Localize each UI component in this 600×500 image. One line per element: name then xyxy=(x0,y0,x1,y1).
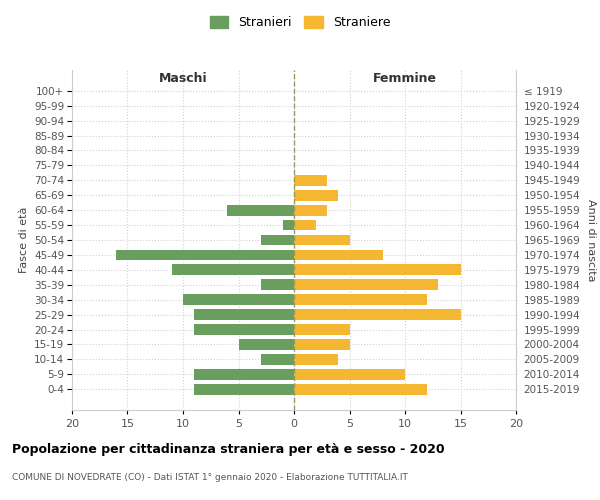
Bar xyxy=(227,205,294,216)
Text: Popolazione per cittadinanza straniera per età e sesso - 2020: Popolazione per cittadinanza straniera p… xyxy=(12,442,445,456)
Text: Femmine: Femmine xyxy=(373,72,437,86)
Bar xyxy=(294,280,439,290)
Bar xyxy=(294,250,383,260)
Bar xyxy=(294,339,350,350)
Bar xyxy=(172,264,294,275)
Bar xyxy=(261,280,294,290)
Bar xyxy=(194,384,294,394)
Bar xyxy=(294,294,427,305)
Bar xyxy=(261,234,294,246)
Bar xyxy=(194,324,294,335)
Bar xyxy=(294,264,461,275)
Bar xyxy=(294,309,461,320)
Text: COMUNE DI NOVEDRATE (CO) - Dati ISTAT 1° gennaio 2020 - Elaborazione TUTTITALIA.: COMUNE DI NOVEDRATE (CO) - Dati ISTAT 1°… xyxy=(12,472,408,482)
Bar xyxy=(283,220,294,230)
Bar xyxy=(294,220,316,230)
Bar xyxy=(261,354,294,364)
Bar xyxy=(294,354,338,364)
Y-axis label: Anni di nascita: Anni di nascita xyxy=(586,198,596,281)
Bar xyxy=(294,384,427,394)
Text: Maschi: Maschi xyxy=(158,72,208,86)
Bar xyxy=(294,234,350,246)
Bar xyxy=(294,205,328,216)
Y-axis label: Fasce di età: Fasce di età xyxy=(19,207,29,273)
Bar xyxy=(194,309,294,320)
Bar xyxy=(294,190,338,200)
Bar xyxy=(116,250,294,260)
Bar xyxy=(194,369,294,380)
Bar xyxy=(294,324,350,335)
Bar xyxy=(294,369,405,380)
Bar xyxy=(294,175,328,186)
Bar xyxy=(183,294,294,305)
Bar xyxy=(239,339,294,350)
Legend: Stranieri, Straniere: Stranieri, Straniere xyxy=(205,11,395,34)
